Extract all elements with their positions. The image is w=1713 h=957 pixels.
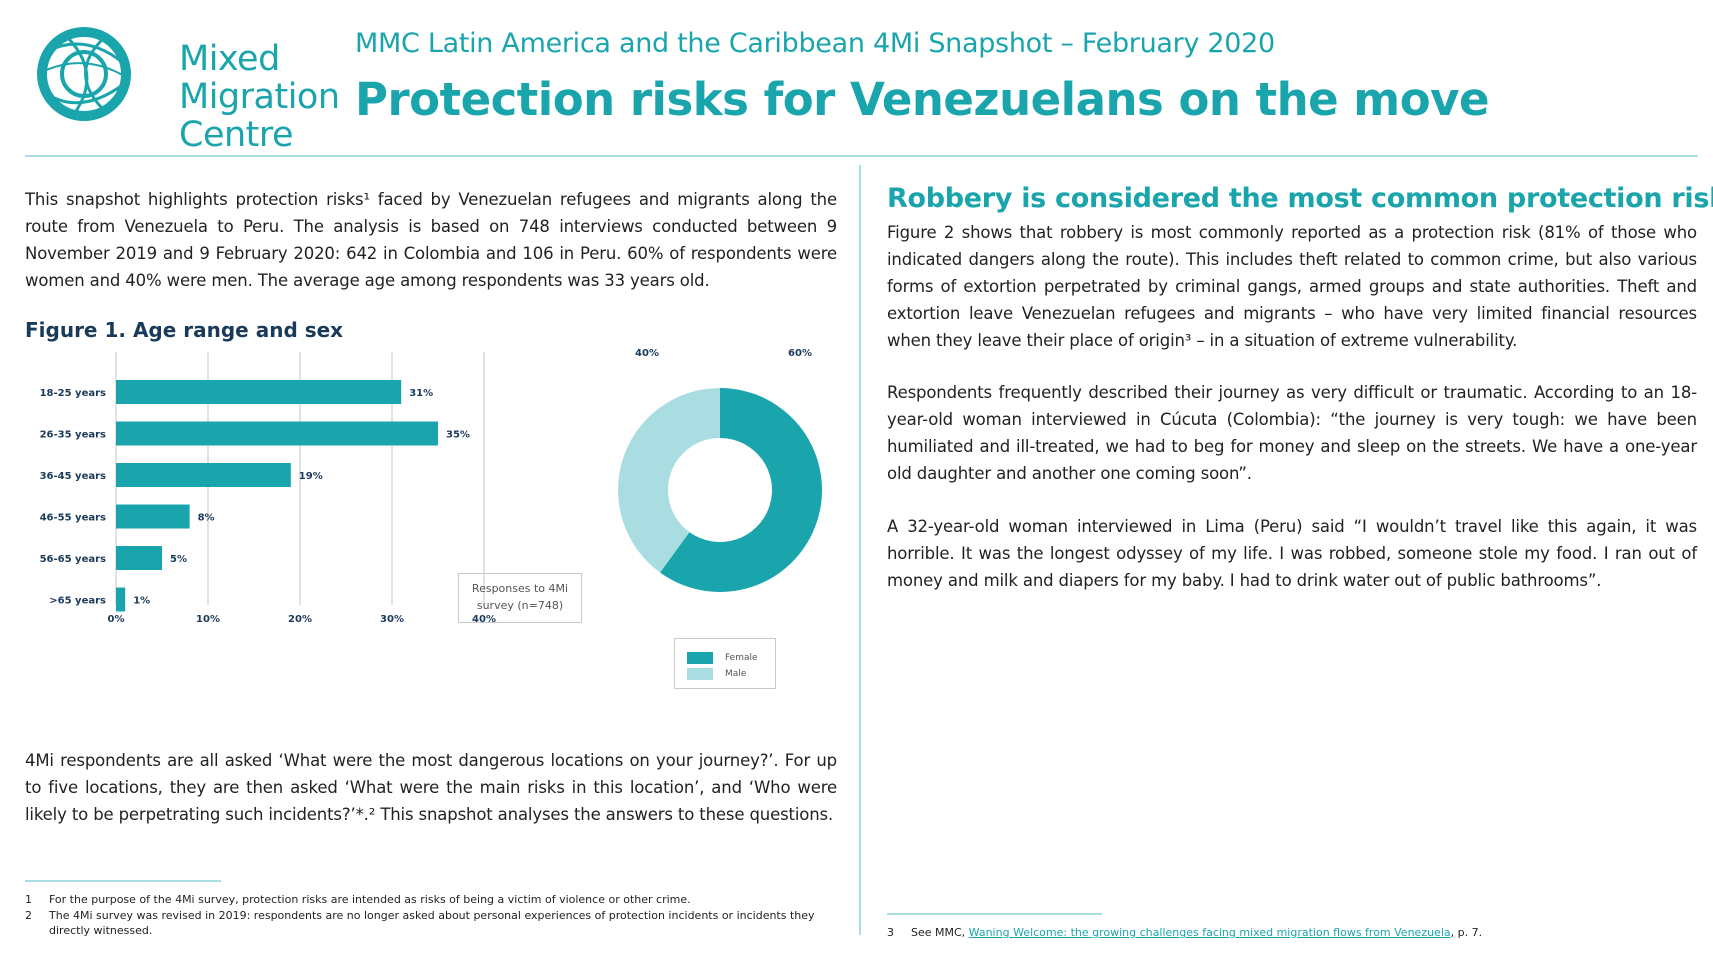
figure-1-title: Figure 1. Age range and sex (25, 318, 344, 342)
waning-welcome-link[interactable]: Waning Welcome: the growing challenges f… (968, 926, 1451, 939)
category-label: 56-65 years (40, 554, 106, 565)
donut-slice-male (618, 388, 720, 573)
footnote-3-suffix: , p. 7. (1450, 926, 1483, 939)
footnote-rule-left (25, 880, 221, 882)
logo-line-1: Mixed (179, 39, 280, 79)
legend-swatch-male (687, 668, 713, 680)
intro-paragraph: This snapshot highlights protection risk… (25, 190, 837, 290)
legend-swatch-female (687, 652, 713, 664)
logo-line-2: Migration (179, 77, 340, 117)
quote-paragraph-1: Respondents frequently described their j… (887, 383, 1697, 483)
footnote-2-text: The 4Mi survey was revised in 2019: resp… (49, 909, 815, 937)
x-tick-label: 0% (108, 614, 125, 625)
bar-value-label: 8% (198, 513, 215, 524)
section-title: Robbery is considered the most common pr… (887, 183, 1713, 214)
footnote-1-number: 1 (25, 893, 32, 906)
x-tick-label: 30% (380, 614, 404, 625)
footnote-1-text: For the purpose of the 4Mi survey, prote… (49, 893, 691, 906)
column-divider (859, 165, 861, 935)
footnote-rule-right (887, 913, 1102, 915)
x-tick-label: 20% (288, 614, 312, 625)
footnote-3-prefix: See MMC, (911, 926, 969, 939)
mmc-logo: Mixed Migration Centre (34, 22, 340, 154)
bar-value-label: 19% (299, 471, 323, 482)
methodology-paragraph: 4Mi respondents are all asked ‘What were… (25, 751, 837, 824)
bar-value-label: 31% (409, 388, 433, 399)
bar (116, 587, 126, 612)
footnote-2-number: 2 (25, 909, 32, 922)
category-label: 26-35 years (40, 430, 106, 441)
header-divider (25, 155, 1698, 157)
logo-line-3: Centre (179, 115, 294, 155)
donut-slice-female (660, 388, 822, 592)
age-sex-chart: 0% 10% 20% 30% 40% 18-25 years 31% 26-35 years 3… (40, 348, 822, 625)
category-label: 18-25 years (40, 388, 106, 399)
category-label: 46-55 years (40, 513, 106, 524)
page-title: Protection risks for Venezuelans on the … (355, 73, 1489, 126)
bar-value-label: 35% (446, 430, 470, 441)
logo-wordmark: Mixed Migration Centre (179, 40, 340, 154)
footnote-3-number: 3 (887, 926, 894, 939)
bar-value-label: 1% (133, 596, 150, 607)
bar (116, 421, 438, 446)
bar-value-label: 5% (170, 554, 187, 565)
bar (116, 546, 162, 570)
footnote-3-text: See MMC, Waning Welcome: the growing cha… (911, 925, 1482, 940)
robbery-paragraph: Figure 2 shows that robbery is most comm… (887, 223, 1697, 350)
category-label: >65 years (49, 596, 106, 607)
legend-label-male: Male (725, 669, 747, 679)
donut-label-male: 40% (635, 348, 659, 359)
chart-note: Responses to 4Mi survey (n=748) (458, 573, 582, 623)
chart-legend: Female Male (674, 638, 776, 689)
quote-paragraph-2: A 32-year-old woman interviewed in Lima … (887, 517, 1697, 590)
legend-label-female: Female (725, 653, 758, 663)
report-subtitle: MMC Latin America and the Caribbean 4Mi … (355, 28, 1275, 59)
bar (116, 463, 291, 487)
donut-label-female: 60% (788, 348, 812, 359)
bar (116, 504, 190, 529)
bar (116, 380, 402, 404)
category-label: 36-45 years (40, 471, 106, 482)
logo-globe-icon (37, 27, 131, 121)
x-tick-label: 40% (472, 614, 496, 625)
x-tick-label: 10% (196, 614, 220, 625)
